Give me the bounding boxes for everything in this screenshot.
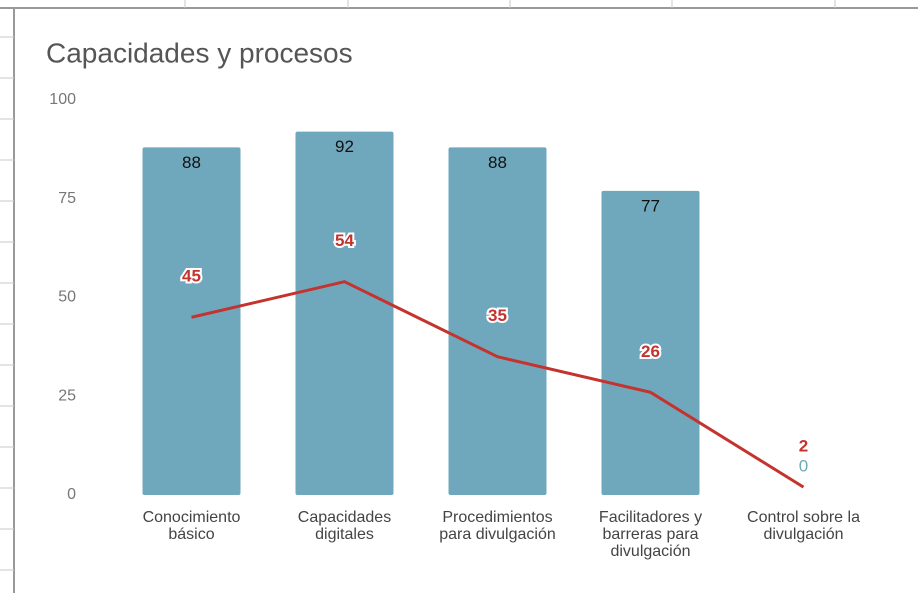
bar-value-label: 0 — [799, 456, 808, 475]
y-tick-label: 75 — [58, 190, 76, 207]
x-tick-label: Conocimiento básico — [142, 509, 241, 543]
bar-value-label: 88 — [488, 153, 507, 172]
y-tick-label: 0 — [67, 486, 76, 503]
x-tick-label: Procedimientos para divulgación — [439, 509, 556, 543]
line-value-label: 35 — [488, 306, 507, 325]
bar-value-label: 92 — [335, 137, 354, 156]
x-tick-label: Capacidades digitales — [297, 509, 392, 543]
chart-title: Capacidades y procesos — [46, 37, 353, 68]
bar — [295, 131, 394, 495]
y-tick-label: 50 — [58, 289, 76, 306]
bar — [142, 147, 241, 495]
x-tick-label: Facilitadores y barreras para divulgació… — [598, 509, 703, 560]
line-value-label: 45 — [182, 267, 201, 286]
line — [191, 280, 805, 489]
line-value-label: 26 — [641, 342, 660, 361]
x-tick-label: Control sobre la divulgación — [747, 509, 860, 543]
line-value-label: 2 — [799, 437, 808, 456]
line-value-label: 54 — [335, 231, 354, 250]
y-tick-label: 100 — [49, 91, 76, 108]
bar-value-label: 77 — [641, 196, 660, 215]
bar-value-label: 88 — [182, 153, 201, 172]
y-tick-label: 25 — [58, 387, 76, 404]
bar — [601, 190, 700, 495]
bar — [448, 147, 547, 495]
